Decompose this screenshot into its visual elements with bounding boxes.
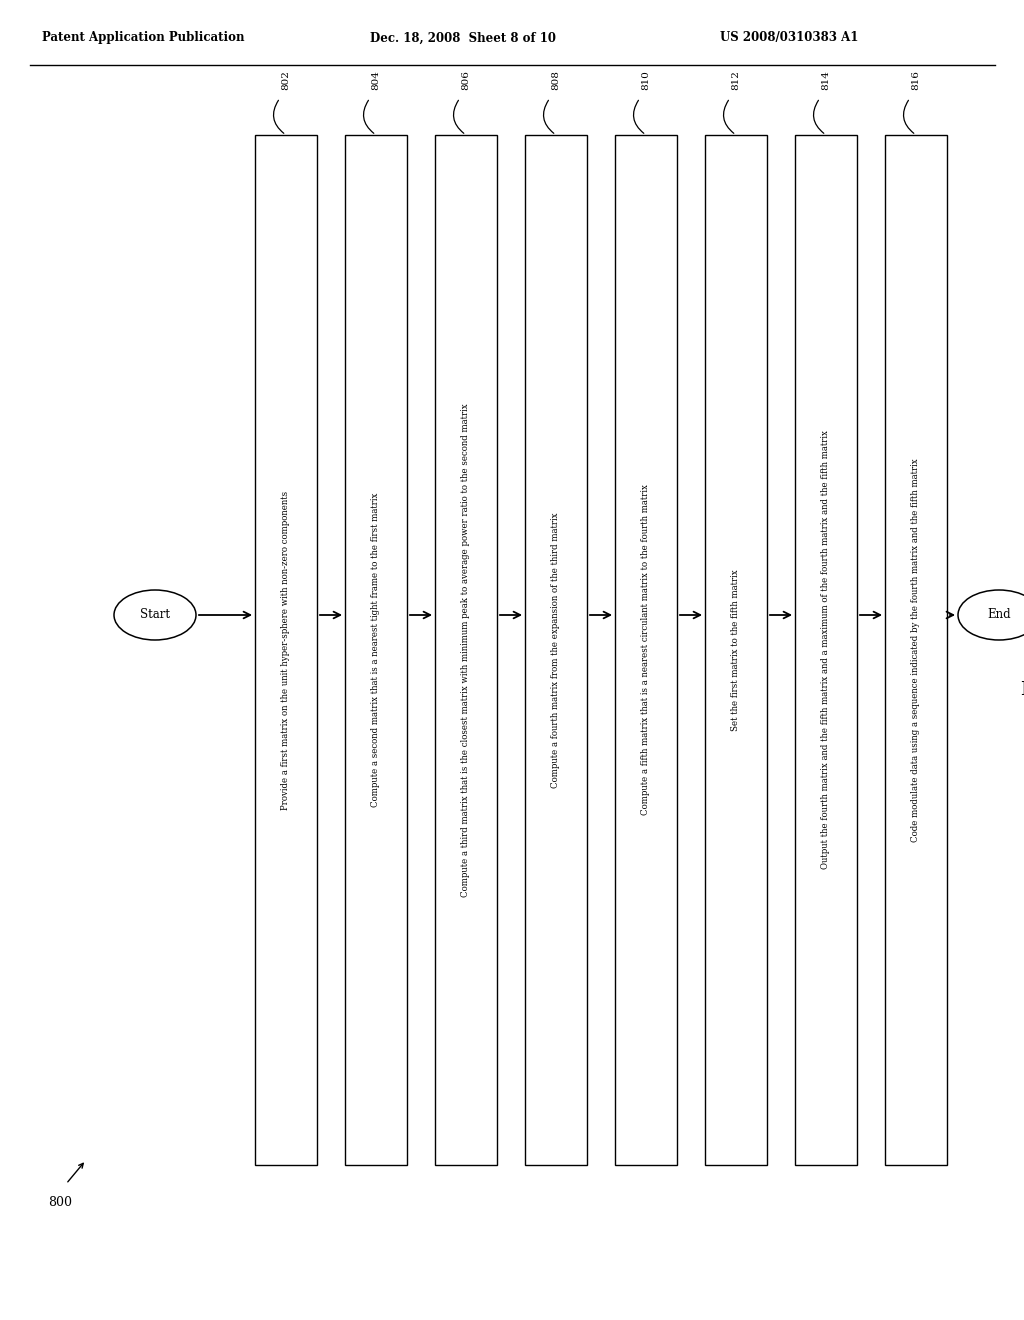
Text: Start: Start [140,609,170,622]
Bar [615,135,677,1166]
Bar [525,135,587,1166]
Text: Patent Application Publication: Patent Application Publication [42,32,245,45]
Text: End: End [987,609,1011,622]
Text: 800: 800 [48,1196,72,1209]
Text: FIG. 8: FIG. 8 [1021,681,1024,700]
Text: 810: 810 [641,70,650,90]
Text: Compute a second matrix that is a nearest tight frame to the first matrix: Compute a second matrix that is a neares… [372,492,381,808]
Bar [885,135,947,1166]
Text: Compute a fourth matrix from the expansion of the third matrix: Compute a fourth matrix from the expansi… [552,512,560,788]
Text: Dec. 18, 2008  Sheet 8 of 10: Dec. 18, 2008 Sheet 8 of 10 [370,32,556,45]
Text: Compute a third matrix that is the closest matrix with minimum peak to average p: Compute a third matrix that is the close… [462,403,470,896]
Text: Compute a fifth matrix that is a nearest circulant matrix to the fourth matrix: Compute a fifth matrix that is a nearest… [641,484,650,816]
Text: Code modulate data using a sequence indicated by the fourth matrix and the fifth: Code modulate data using a sequence indi… [911,458,921,842]
Text: 814: 814 [821,70,830,90]
Text: 812: 812 [731,70,740,90]
Bar [345,135,407,1166]
Text: 804: 804 [372,70,381,90]
Bar [435,135,497,1166]
Text: US 2008/0310383 A1: US 2008/0310383 A1 [720,32,858,45]
Text: 808: 808 [552,70,560,90]
Text: 802: 802 [282,70,291,90]
Text: Set the first matrix to the fifth matrix: Set the first matrix to the fifth matrix [731,569,740,731]
Bar [255,135,317,1166]
Bar [795,135,857,1166]
Text: 816: 816 [911,70,921,90]
Text: Output the fourth matrix and the fifth matrix and a maximum of the fourth matrix: Output the fourth matrix and the fifth m… [821,430,830,870]
Bar [705,135,767,1166]
Text: 806: 806 [462,70,470,90]
Text: Provide a first matrix on the unit hyper-sphere with non-zero components: Provide a first matrix on the unit hyper… [282,491,291,809]
